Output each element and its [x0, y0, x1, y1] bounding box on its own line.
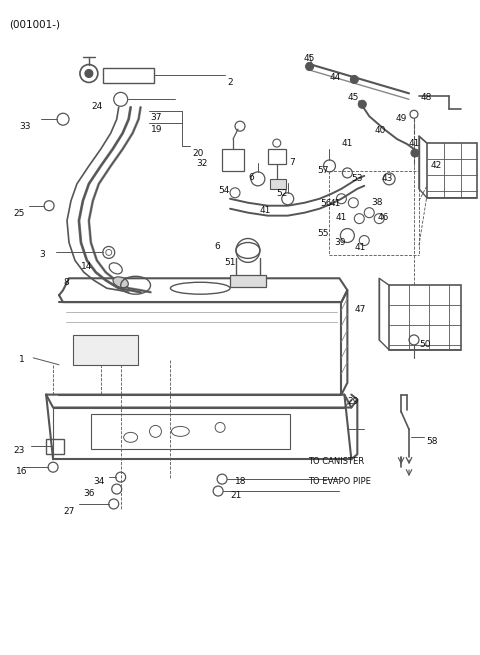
Text: 21: 21	[230, 491, 241, 500]
Text: 18: 18	[235, 477, 247, 486]
Circle shape	[350, 75, 358, 83]
Text: 54: 54	[218, 186, 229, 195]
Text: 3: 3	[39, 250, 45, 259]
Text: 1: 1	[19, 355, 25, 364]
Text: 51: 51	[224, 259, 236, 267]
Text: TO EVAPO PIPE: TO EVAPO PIPE	[308, 477, 371, 486]
Text: 41: 41	[330, 198, 341, 208]
Circle shape	[358, 100, 366, 108]
Text: 53: 53	[351, 174, 363, 183]
Bar	[46, 440, 64, 455]
Text: 56: 56	[320, 198, 332, 208]
Text: 45: 45	[348, 94, 359, 102]
Text: 29: 29	[348, 396, 359, 405]
Bar	[389, 285, 461, 350]
Text: 41: 41	[260, 206, 271, 215]
Bar	[230, 275, 266, 288]
Text: 32: 32	[196, 159, 208, 168]
Text: 57: 57	[318, 166, 329, 175]
Text: (001001-): (001001-)	[9, 20, 60, 29]
Circle shape	[306, 62, 313, 71]
Text: 46: 46	[377, 213, 389, 221]
Text: 2: 2	[227, 79, 233, 88]
Ellipse shape	[113, 277, 128, 288]
Text: 37: 37	[151, 113, 162, 122]
Text: 41: 41	[341, 139, 353, 148]
Text: 41: 41	[409, 139, 420, 148]
Text: 14: 14	[81, 263, 92, 271]
Text: 49: 49	[395, 114, 407, 123]
Text: 27: 27	[63, 507, 74, 516]
Text: 20: 20	[192, 149, 204, 158]
Text: 23: 23	[13, 446, 24, 455]
Text: 36: 36	[83, 489, 95, 498]
Text: 7: 7	[290, 158, 296, 167]
Text: 6: 6	[248, 173, 254, 182]
Text: 25: 25	[13, 209, 24, 217]
Text: 43: 43	[381, 174, 393, 183]
Text: 6: 6	[214, 242, 220, 252]
Text: 16: 16	[16, 467, 28, 476]
Text: 33: 33	[19, 122, 31, 131]
Circle shape	[411, 149, 419, 157]
Text: 48: 48	[421, 94, 432, 102]
Text: 55: 55	[318, 229, 329, 238]
Bar	[270, 179, 286, 189]
Text: 38: 38	[371, 198, 383, 207]
Text: 39: 39	[335, 238, 346, 246]
Text: 50: 50	[419, 340, 431, 349]
Text: 47: 47	[354, 305, 366, 314]
Text: 8: 8	[63, 278, 69, 288]
Text: 34: 34	[93, 477, 104, 486]
Text: 41: 41	[354, 244, 366, 252]
Text: 42: 42	[431, 161, 442, 170]
Text: 41: 41	[336, 213, 347, 221]
Text: 58: 58	[426, 438, 437, 446]
Text: 24: 24	[92, 102, 103, 111]
Text: 44: 44	[329, 73, 341, 83]
Bar	[73, 335, 138, 365]
Text: TO CANISTER: TO CANISTER	[308, 457, 364, 466]
Text: 40: 40	[374, 126, 385, 135]
Bar	[427, 143, 477, 198]
Bar	[103, 67, 155, 83]
Circle shape	[85, 69, 93, 77]
Bar	[91, 415, 290, 449]
Text: 19: 19	[151, 125, 162, 134]
Bar	[222, 149, 244, 171]
Text: 52: 52	[276, 189, 287, 198]
Text: 45: 45	[304, 54, 315, 63]
Bar	[268, 149, 286, 164]
